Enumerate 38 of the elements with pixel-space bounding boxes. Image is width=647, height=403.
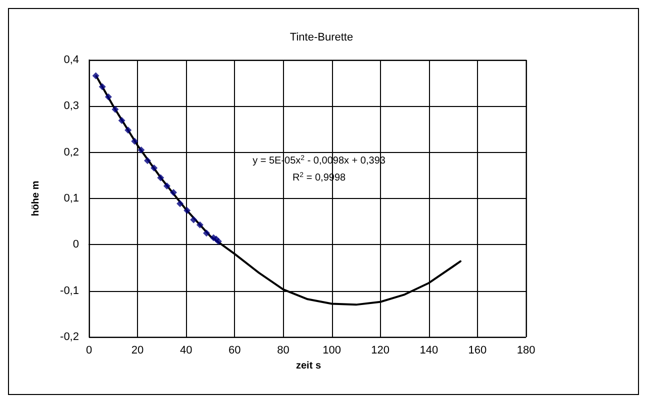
x-tick-label: 80 <box>277 344 290 356</box>
point <box>170 189 177 196</box>
point <box>157 174 164 182</box>
y-tick-label: 0,4 <box>64 54 79 66</box>
point <box>163 182 170 190</box>
point <box>196 221 204 228</box>
x-tick-label: 20 <box>131 344 144 356</box>
point <box>92 72 100 80</box>
y-tick-label: 0,1 <box>64 192 79 204</box>
x-tick-label: 140 <box>420 344 438 356</box>
x-tick-label: 160 <box>468 344 487 356</box>
point <box>124 126 132 134</box>
point <box>104 93 112 100</box>
x-tick-label: 40 <box>180 344 192 356</box>
x-tick-label: 0 <box>86 344 92 356</box>
y-tick-label: 0,3 <box>64 100 79 112</box>
point <box>98 83 106 90</box>
point <box>203 230 210 237</box>
chart-title: Tinte-Burette <box>290 32 354 44</box>
point <box>144 157 152 164</box>
point <box>112 106 119 113</box>
x-tick-label: 120 <box>371 344 390 356</box>
point <box>176 200 184 208</box>
point <box>150 164 158 172</box>
y-axis-title: höhe m <box>30 180 42 216</box>
y-tick-label: 0,2 <box>64 146 79 158</box>
point <box>131 138 138 145</box>
x-axis-title: zeit s <box>296 360 322 372</box>
point <box>190 216 198 224</box>
y-tick-label: 0 <box>72 238 79 251</box>
x-tick-label: 100 <box>322 344 341 356</box>
y-tick-label: -0,1 <box>60 284 79 297</box>
point <box>138 146 145 154</box>
x-tick-label: 60 <box>228 344 241 356</box>
y-tick-label: -0,2 <box>60 331 79 343</box>
x-tick-label: 180 <box>516 344 536 356</box>
point <box>118 116 126 124</box>
point <box>184 207 191 214</box>
